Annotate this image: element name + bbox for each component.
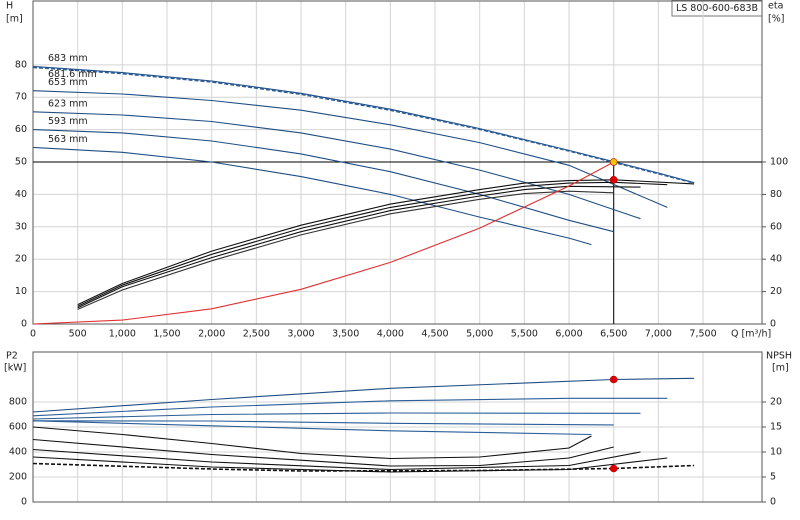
x-tick-label: 7,000 [645,329,672,340]
y2-axis-label: NPSH [766,351,792,362]
y-tick-label: 10 [15,286,27,297]
x-tick-label: 5,000 [466,329,493,340]
x-tick-label: 2,500 [243,329,270,340]
curve [32,161,614,325]
y-tick-label: 60 [15,124,27,135]
duty-point [609,464,618,473]
y-tick-label: 20 [15,254,27,265]
curve-label: 681.6 mm [48,69,97,80]
y2-tick-label: 5 [770,472,776,483]
curve [32,65,695,184]
y2-tick-label: 10 [770,447,782,458]
x-tick-label: 7,500 [689,329,716,340]
y-axis-unit: [kW] [4,363,26,374]
x-tick-label: 500 [69,329,87,340]
curve-label: 683 mm [48,53,88,64]
curve [77,181,668,307]
y2-axis-unit: [%] [768,14,784,25]
x-tick-label: 3,500 [332,329,359,340]
y2-axis-unit: [m] [772,363,789,374]
x-tick-label: 6,500 [600,329,627,340]
y-tick-label: 70 [15,92,27,103]
x-tick-label: 4,000 [377,329,404,340]
curve [77,190,614,310]
curve [32,377,695,413]
y-tick-label: 800 [9,397,27,408]
x-tick-label: 1,500 [153,329,180,340]
y2-tick-label: 0 [770,319,776,330]
curve [32,146,592,246]
y-tick-label: 30 [15,221,27,232]
curve [32,456,668,473]
curve [32,129,614,233]
duty-point [609,375,618,384]
x-tick-label: 6,000 [555,329,582,340]
curve [32,420,592,436]
y2-tick-label: 100 [770,157,788,168]
x-tick-label: 2,000 [198,329,225,340]
curve-label: 593 mm [48,116,88,127]
x-tick-label: 0 [30,329,36,340]
y2-axis-label: eta [768,1,783,12]
y-axis-label: H [6,1,13,12]
curve [32,426,592,460]
y-axis-unit: [m] [6,14,23,25]
y-tick-label: 50 [15,157,27,168]
curve [77,185,641,309]
y2-tick-label: 60 [770,221,782,232]
chart-title: LS 800-600-683B [676,3,758,14]
y2-tick-label: 0 [770,497,776,508]
curve [32,438,614,467]
x-tick-label: 4,500 [421,329,448,340]
curve [32,462,695,472]
y2-tick-label: 20 [770,286,782,297]
x-tick-label: 3,000 [287,329,314,340]
curve [32,448,641,471]
x-tick-label: 1,000 [109,329,136,340]
y2-tick-label: 40 [770,254,782,265]
x-tick-label: 5,500 [511,329,538,340]
y2-tick-label: 80 [770,189,782,200]
curve [32,412,641,420]
x-axis-label: Q [m³/h] [731,329,771,340]
y-tick-label: 200 [9,472,27,483]
y-tick-label: 600 [9,422,27,433]
curve [32,90,668,208]
curve [32,111,641,220]
curve [32,66,695,184]
duty-point [609,176,618,184]
curve-label: 653 mm [48,77,88,88]
duty-point [609,158,618,166]
y-axis-label: P2 [6,351,18,362]
y2-tick-label: 20 [770,397,782,408]
curve-label: 563 mm [48,134,88,145]
curve-label: 623 mm [48,98,88,109]
y-tick-label: 40 [15,189,27,200]
y-tick-label: 80 [15,59,27,70]
curve [32,420,614,426]
y-tick-label: 400 [9,447,27,458]
y-tick-label: 0 [21,319,27,330]
curve [77,179,695,306]
curve [32,397,668,417]
y-tick-label: 0 [21,497,27,508]
y2-tick-label: 15 [770,422,782,433]
